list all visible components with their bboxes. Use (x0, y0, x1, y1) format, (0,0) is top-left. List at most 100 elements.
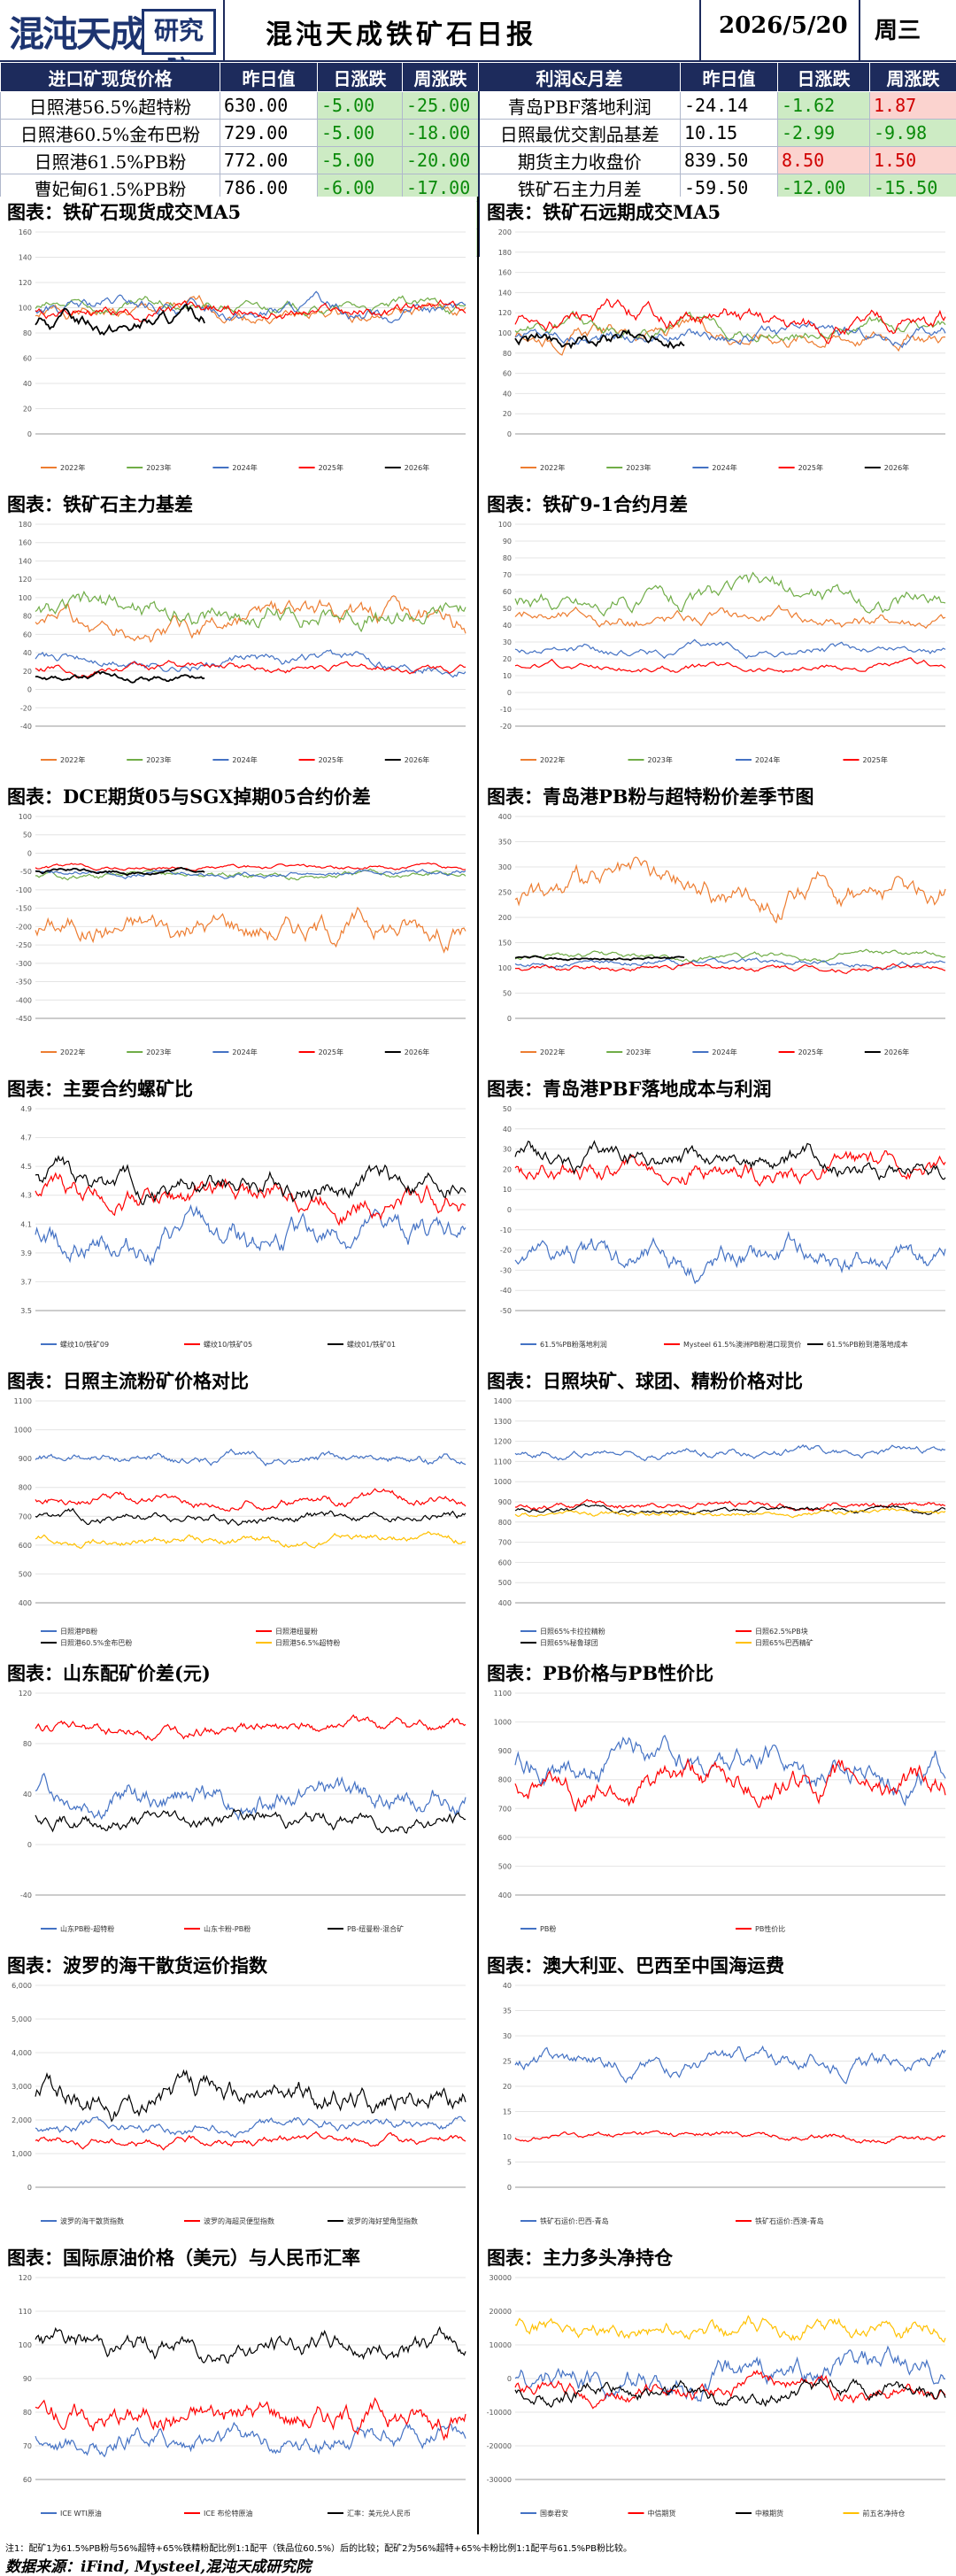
y-tick-label: 100 (19, 594, 32, 602)
y-tick-label: 40 (503, 622, 512, 630)
y-tick-label: 4.9 (20, 1105, 32, 1113)
col-header: 日涨跌 (778, 63, 870, 92)
legend-label: 波罗的海干散货指数 (60, 2216, 124, 2225)
y-tick-label: 200 (498, 228, 512, 236)
y-tick-label: 20 (23, 668, 32, 676)
y-tick-label: -100 (16, 886, 32, 894)
y-tick-label: 70 (23, 2442, 32, 2450)
legend-label: 国泰君安 (540, 2509, 568, 2518)
y-tick-label: 1100 (14, 1397, 32, 1405)
legend-label: 2022年 (540, 463, 565, 472)
y-tick-label: 60 (503, 370, 512, 378)
item-name: 日照港60.5%金布巴粉 (1, 120, 220, 147)
series-line (35, 596, 466, 642)
y-tick-label: 2,000 (12, 2116, 32, 2124)
y-tick-label: -40 (20, 1891, 32, 1899)
y-tick-label: -20 (500, 1247, 512, 1255)
y-tick-label: 300 (498, 863, 512, 871)
y-tick-label: 160 (498, 269, 512, 277)
y-tick-label: 1000 (494, 1478, 512, 1486)
item-value: 1.87 (870, 92, 956, 120)
item-value: 729.00 (220, 120, 318, 147)
y-tick-label: 500 (498, 1579, 512, 1587)
legend-label: 2022年 (60, 463, 85, 472)
company-logo: 混沌天成 研究院 (9, 5, 212, 55)
chart-title: 图表：铁矿9-1合约月差 (487, 491, 688, 517)
chart-title: 图表：铁矿石现货成交MA5 (7, 198, 241, 225)
legend-label: 日照62.5%PB块 (755, 1627, 808, 1636)
series-line (515, 1505, 945, 1515)
y-tick-label: -50 (20, 868, 32, 876)
chart-title: 图表：波罗的海干散货运价指数 (7, 1952, 267, 1978)
legend-label: 日照港56.5%超特粉 (275, 1638, 340, 1647)
y-tick-label: 140 (19, 254, 32, 262)
series-line (35, 671, 204, 683)
legend-label: 2026年 (884, 1048, 909, 1056)
y-tick-label: 0 (27, 2184, 32, 2192)
y-tick-label: 80 (23, 1740, 32, 1748)
y-tick-label: 1300 (494, 1418, 512, 1426)
item-value: 1.50 (870, 147, 956, 174)
legend-label: 2024年 (232, 755, 257, 764)
legend-label: 2026年 (884, 463, 909, 472)
y-tick-label: 900 (498, 1747, 512, 1755)
y-tick-label: 180 (498, 249, 512, 257)
y-tick-label: 10 (503, 1186, 512, 1194)
chart-title: 图表：铁矿石主力基差 (7, 491, 193, 517)
panel-divider (477, 197, 479, 2534)
col-header: 日涨跌 (318, 63, 403, 92)
y-tick-label: 3.5 (20, 1307, 32, 1315)
y-tick-label: 80 (23, 329, 32, 337)
legend-label: 2024年 (712, 1048, 736, 1056)
legend-label: 2023年 (626, 463, 651, 472)
series-line (515, 1233, 945, 1283)
y-tick-label: 160 (19, 228, 32, 236)
y-tick-label: -250 (16, 941, 32, 949)
logo-seal: 研究院 (142, 9, 216, 55)
y-tick-label: 20 (503, 655, 512, 663)
series-line (515, 1508, 945, 1517)
item-value: -18.00 (403, 120, 479, 147)
y-tick-label: -10000 (487, 2409, 512, 2417)
y-tick-label: 120 (19, 576, 32, 584)
legend-label: 日照港PB粉 (60, 1627, 97, 1636)
y-tick-label: 3,000 (12, 2083, 32, 2091)
y-tick-label: 60 (503, 588, 512, 596)
y-tick-label: 700 (19, 1512, 32, 1520)
y-tick-label: 80 (503, 350, 512, 358)
item-value: -5.00 (318, 147, 403, 174)
chart-title: 图表：国际原油价格（美元）与人民币汇率 (7, 2244, 360, 2270)
y-tick-label: 0 (27, 1841, 32, 1849)
y-tick-label: 100 (498, 521, 512, 529)
y-tick-label: -40 (500, 1287, 512, 1295)
y-tick-label: 100 (19, 2341, 32, 2349)
legend-label: 铁矿石运价:巴西-青岛 (540, 2216, 609, 2225)
item-value: 10.15 (681, 120, 778, 147)
y-tick-label: 100 (498, 964, 512, 972)
y-tick-label: 60 (23, 355, 32, 363)
series-line (35, 1489, 466, 1511)
y-tick-label: 0 (507, 1015, 512, 1023)
item-name: 日照最优交割品基差 (479, 120, 681, 147)
item-value: 630.00 (220, 92, 318, 120)
y-tick-label: 700 (498, 1539, 512, 1547)
y-tick-label: 80 (503, 554, 512, 562)
legend-label: 螺纹10/铁矿05 (204, 1340, 252, 1349)
y-tick-label: 100 (498, 329, 512, 337)
data-source: 数据来源：iFind, Mysteel,混沌天成研究院 (5, 2554, 311, 2576)
y-tick-label: 150 (498, 940, 512, 948)
chart-title: 图表：青岛港PBF落地成本与利润 (487, 1075, 771, 1102)
legend-label: 日照65%巴西精矿 (755, 1638, 813, 1647)
legend-label: ICE 布伦特原油 (204, 2509, 253, 2518)
series-line (515, 2347, 945, 2401)
y-tick-label: 10 (503, 672, 512, 680)
